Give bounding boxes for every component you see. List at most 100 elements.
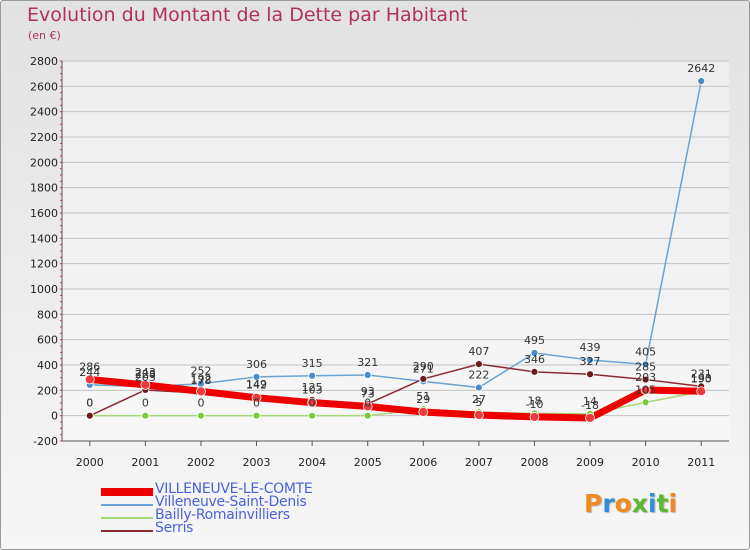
y-tick-label: 0 bbox=[51, 410, 58, 423]
data-label: 0 bbox=[86, 397, 93, 410]
data-label: 0 bbox=[142, 397, 149, 410]
data-point bbox=[586, 370, 594, 379]
y-tick-label: 2000 bbox=[30, 156, 58, 169]
data-label: 178 bbox=[190, 374, 211, 387]
y-tick-label: 1400 bbox=[30, 232, 58, 245]
data-point bbox=[85, 411, 94, 420]
data-label: 346 bbox=[524, 353, 545, 366]
data-label: 0 bbox=[253, 397, 260, 410]
x-tick-label: 2010 bbox=[632, 456, 660, 469]
data-label: 271 bbox=[413, 362, 434, 375]
data-label: 149 bbox=[246, 378, 267, 391]
data-point bbox=[363, 411, 372, 420]
x-tick-label: 2011 bbox=[687, 456, 715, 469]
data-point bbox=[308, 371, 317, 380]
data-label: 73 bbox=[361, 387, 375, 400]
data-label: 203 bbox=[635, 371, 656, 384]
data-label: 222 bbox=[468, 369, 489, 382]
data-label: 27 bbox=[472, 393, 486, 406]
legend-swatch bbox=[101, 530, 153, 532]
data-label: -18 bbox=[581, 399, 599, 412]
data-point bbox=[473, 410, 484, 420]
data-label: 243 bbox=[135, 366, 156, 379]
proxiti-logo: Proxiti bbox=[584, 489, 678, 518]
data-label: 14 bbox=[583, 395, 597, 408]
x-tick-label: 2009 bbox=[576, 456, 604, 469]
data-label: 285 bbox=[635, 361, 656, 374]
data-label: 327 bbox=[580, 355, 601, 368]
data-point bbox=[196, 386, 206, 397]
chart-title: Evolution du Montant de la Dette par Hab… bbox=[27, 4, 468, 26]
y-tick-label: 2200 bbox=[30, 131, 58, 144]
x-tick-label: 2004 bbox=[298, 456, 326, 469]
data-label: 228 bbox=[135, 368, 156, 381]
data-label: 315 bbox=[302, 357, 323, 370]
data-label: 203 bbox=[135, 371, 156, 384]
data-label: 286 bbox=[79, 360, 100, 373]
y-tick-label: 2400 bbox=[30, 106, 58, 119]
legend-label: Villeneuve-Saint-Denis bbox=[155, 494, 307, 510]
y-tick-label: 600 bbox=[37, 334, 58, 347]
data-point bbox=[474, 383, 483, 392]
y-tick-label: 1200 bbox=[30, 258, 58, 271]
chart-unit-label: (en €) bbox=[28, 29, 61, 42]
data-label: 103 bbox=[302, 384, 323, 397]
data-label: 0 bbox=[309, 397, 316, 410]
data-point bbox=[252, 411, 261, 420]
y-tick-label: 800 bbox=[37, 308, 58, 321]
data-point bbox=[696, 386, 707, 397]
y-tick-label: 1800 bbox=[30, 182, 58, 195]
y-tick-label: 1600 bbox=[30, 207, 58, 220]
y-tick-label: 200 bbox=[37, 384, 58, 397]
data-point bbox=[640, 385, 651, 395]
data-label: 93 bbox=[361, 385, 375, 398]
data-point bbox=[530, 349, 539, 357]
data-label: 193 bbox=[691, 372, 712, 385]
x-tick-label: 2000 bbox=[76, 456, 104, 469]
legend-label: VILLENEUVE-LE-COMTE bbox=[155, 481, 313, 497]
x-tick-label: 2001 bbox=[131, 456, 159, 469]
data-point bbox=[418, 407, 429, 417]
data-label: 252 bbox=[190, 365, 211, 378]
data-label: 306 bbox=[246, 358, 267, 371]
data-point bbox=[641, 375, 650, 384]
series-line-1 bbox=[89, 80, 702, 389]
legend-swatch bbox=[101, 504, 153, 506]
data-label: 5 bbox=[475, 396, 482, 409]
data-point bbox=[84, 374, 95, 385]
data-label: 0 bbox=[86, 397, 93, 410]
data-label: 51 bbox=[416, 390, 430, 403]
y-tick-label: 1000 bbox=[30, 283, 58, 296]
data-point bbox=[363, 371, 372, 379]
data-point bbox=[308, 411, 317, 420]
data-label: 2642 bbox=[687, 62, 715, 75]
data-label: 407 bbox=[468, 345, 489, 358]
data-point bbox=[530, 367, 539, 376]
data-label: 290 bbox=[413, 360, 434, 373]
x-tick-label: 2008 bbox=[520, 456, 548, 469]
data-point bbox=[251, 392, 262, 403]
data-label: 190 bbox=[691, 373, 712, 386]
data-label: 142 bbox=[246, 379, 267, 392]
data-label: 125 bbox=[302, 381, 323, 394]
data-label: -10 bbox=[525, 398, 543, 411]
data-label: 29 bbox=[416, 393, 430, 406]
x-tick-label: 2006 bbox=[409, 456, 437, 469]
data-point bbox=[697, 77, 706, 85]
legend-swatch bbox=[101, 488, 153, 496]
data-label: 244 bbox=[79, 366, 100, 379]
x-tick-label: 2005 bbox=[354, 456, 382, 469]
data-label: 321 bbox=[357, 356, 378, 369]
legend-swatch bbox=[101, 517, 153, 519]
data-point bbox=[140, 379, 151, 390]
data-label: 495 bbox=[524, 334, 545, 347]
y-tick-label: 2800 bbox=[30, 55, 58, 68]
y-tick-label: 2600 bbox=[30, 80, 58, 93]
data-label: 105 bbox=[635, 383, 656, 396]
x-tick-label: 2007 bbox=[465, 456, 493, 469]
data-point bbox=[586, 356, 594, 364]
data-point bbox=[141, 411, 150, 420]
y-tick-label: -200 bbox=[33, 435, 58, 448]
